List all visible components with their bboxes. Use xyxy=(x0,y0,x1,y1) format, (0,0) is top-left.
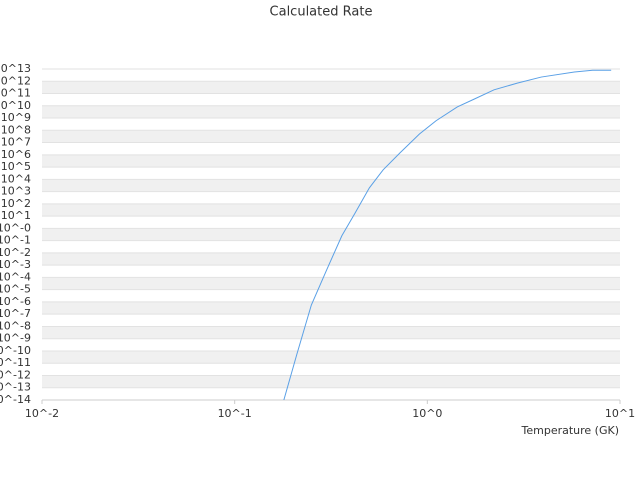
y-tick-label: 10^5 xyxy=(1,160,31,173)
data-line xyxy=(283,69,612,400)
grid-band xyxy=(42,350,620,364)
grid-band xyxy=(42,105,620,119)
x-tick-label: 10^1 xyxy=(605,407,635,420)
grid-band xyxy=(42,203,620,217)
y-tick-label: 10^6 xyxy=(1,148,31,161)
y-tick-label: 10^-8 xyxy=(0,319,31,332)
grid-band xyxy=(42,130,620,143)
y-tick-label: 10^-11 xyxy=(0,356,31,369)
x-tick-label: 10^-1 xyxy=(218,407,252,420)
y-tick-label: 10^8 xyxy=(1,123,31,136)
y-tick-label: 10^1 xyxy=(1,209,31,222)
y-tick-label: 10^-12 xyxy=(0,368,31,381)
grid-band xyxy=(42,277,620,290)
grid-band xyxy=(42,301,620,315)
y-tick-label: 10^2 xyxy=(1,197,31,210)
grid-band xyxy=(42,375,620,388)
grid-band xyxy=(42,179,620,192)
y-tick-label: 10^13 xyxy=(0,62,31,75)
y-tick-label: 10^-10 xyxy=(0,344,31,357)
y-tick-label: 10^10 xyxy=(0,99,31,112)
x-tick-label: 10^-2 xyxy=(25,407,59,420)
y-tick-label: 10^12 xyxy=(0,74,31,87)
y-tick-label: 10^4 xyxy=(1,172,31,185)
y-tick-label: 10^-14 xyxy=(0,393,31,406)
chart-title: Calculated Rate xyxy=(270,5,373,20)
y-tick-label: 10^-7 xyxy=(0,307,31,320)
y-tick-label: 10^-9 xyxy=(0,332,31,345)
grid-band xyxy=(42,154,620,168)
y-tick-label: 10^9 xyxy=(1,111,31,124)
x-tick-label: 10^0 xyxy=(412,407,442,420)
y-tick-label: 10^-6 xyxy=(0,295,31,308)
y-tick-label: 10^-4 xyxy=(0,270,31,283)
y-tick-label: 10^-5 xyxy=(0,283,31,296)
y-tick-label: 10^7 xyxy=(1,136,31,149)
grid-band xyxy=(42,81,620,94)
grid-band xyxy=(42,326,620,339)
y-tick-label: 10^-0 xyxy=(0,221,31,234)
x-axis-label: Temperature (GK) xyxy=(521,424,620,437)
grid-band xyxy=(42,228,620,241)
y-tick-label: 10^-3 xyxy=(0,258,31,271)
y-tick-label: 10^3 xyxy=(1,185,31,198)
y-tick-label: 10^-2 xyxy=(0,246,31,259)
y-tick-label: 10^-13 xyxy=(0,381,31,394)
y-tick-label: 10^-1 xyxy=(0,234,31,247)
y-tick-label: 10^11 xyxy=(0,87,31,100)
